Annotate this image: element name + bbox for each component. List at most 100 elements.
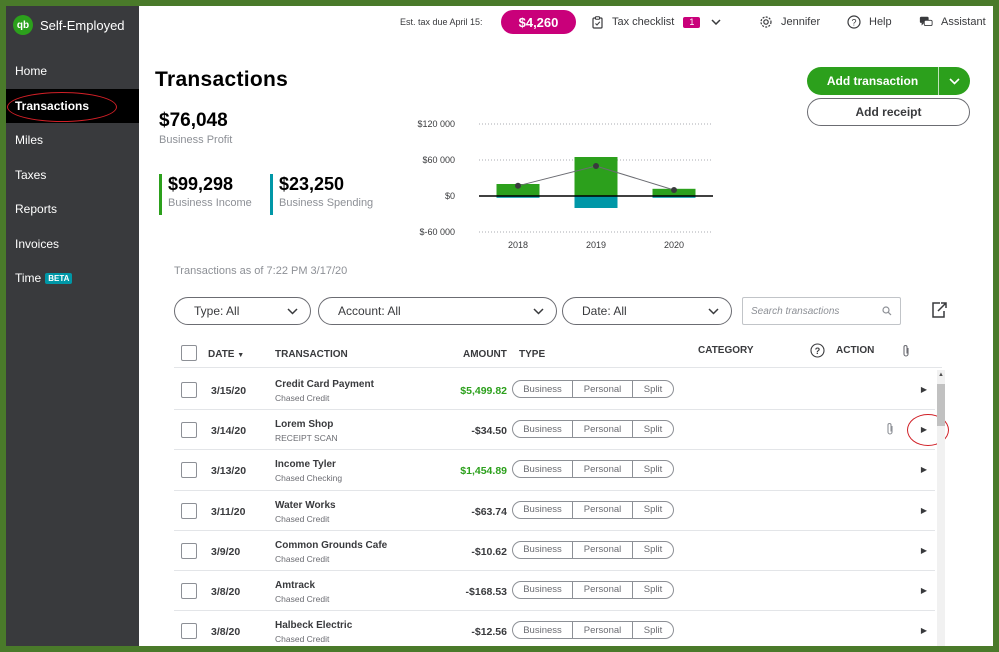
profit-value: $76,048 [159, 110, 228, 131]
type-split-button[interactable]: Split [643, 584, 663, 596]
type-personal-button[interactable]: Personal [573, 461, 633, 478]
row-date: 3/9/20 [211, 545, 241, 558]
row-checkbox[interactable] [181, 623, 197, 640]
expand-row-icon[interactable]: ▶ [920, 505, 927, 515]
table-row[interactable]: 3/11/20 Water Works Chased Credit -$63.7… [174, 491, 935, 531]
spending-value: $23,250 [279, 174, 345, 194]
add-transaction-label: Add transaction [826, 74, 919, 88]
table-row[interactable]: 3/13/20 Income Tyler Chased Checking $1,… [174, 450, 935, 491]
type-filter[interactable]: Type: All [174, 297, 311, 325]
type-column-header: TYPE [519, 349, 546, 360]
brand-name: Self-Employed [40, 17, 125, 33]
sidebar-item-time[interactable]: Time BETA [6, 261, 139, 296]
row-checkbox[interactable] [181, 502, 197, 519]
type-business-button[interactable]: Business [513, 381, 573, 397]
expand-row-icon[interactable]: ▶ [920, 585, 927, 595]
sidebar-item-label: Home [15, 64, 48, 79]
table-row[interactable]: 3/14/20 Lorem Shop RECEIPT SCAN -$34.50 … [174, 410, 949, 451]
sidebar-item-taxes[interactable]: Taxes [6, 158, 139, 193]
scrollbar-thumb[interactable] [937, 384, 945, 426]
type-business-button[interactable]: Business [513, 421, 573, 438]
chevron-down-icon [711, 19, 721, 25]
row-payee: Income Tyler [275, 459, 336, 471]
type-toggle: Business Personal Split [512, 540, 674, 559]
type-personal-button[interactable]: Personal [573, 622, 633, 639]
table-row[interactable]: 3/8/20 Amtrack Chased Credit -$168.53 Bu… [174, 571, 935, 612]
chevron-down-icon [533, 307, 544, 315]
date-filter[interactable]: Date: All [562, 297, 732, 325]
type-filter-label: Type: All [194, 304, 240, 318]
checklist-count-badge: 1 [683, 16, 701, 28]
sidebar-item-miles[interactable]: Miles [6, 123, 139, 158]
button-divider [938, 67, 939, 95]
tax-checklist-button[interactable]: Tax checklist 1 [590, 15, 721, 29]
row-account: Chased Credit [275, 593, 330, 604]
select-all-checkbox[interactable] [181, 345, 197, 361]
type-business-button[interactable]: Business [513, 622, 573, 639]
account-filter[interactable]: Account: All [318, 297, 557, 325]
sidebar-item-reports[interactable]: Reports [6, 192, 139, 227]
table-row[interactable]: 3/8/20 Halbeck Electric Chased Credit -$… [174, 611, 935, 646]
search-input[interactable]: Search transactions [742, 297, 901, 325]
row-checkbox[interactable] [181, 422, 197, 439]
row-amount: -$12.56 [471, 626, 507, 639]
row-account: Chased Credit [275, 634, 330, 645]
scroll-up-icon[interactable]: ▲ [938, 372, 944, 378]
type-personal-button[interactable]: Personal [573, 381, 633, 397]
row-checkbox[interactable] [181, 382, 197, 398]
type-personal-button[interactable]: Personal [573, 581, 633, 598]
sidebar-item-transactions[interactable]: Transactions [6, 88, 139, 123]
type-personal-button[interactable]: Personal [573, 501, 633, 518]
type-split-button[interactable]: Split [643, 383, 663, 395]
sidebar: qb Self-Employed Home Transactions Miles… [6, 6, 139, 646]
row-checkbox[interactable] [181, 462, 197, 479]
sidebar-item-label: Taxes [15, 167, 47, 182]
add-transaction-button[interactable]: Add transaction [807, 67, 970, 95]
expand-row-icon[interactable]: ▶ [920, 465, 927, 475]
type-split-button[interactable]: Split [643, 463, 663, 475]
type-personal-button[interactable]: Personal [573, 421, 633, 438]
help-label: Help [869, 16, 892, 28]
category-help-icon[interactable]: ? [810, 343, 825, 361]
table-scrollbar[interactable]: ▲ [937, 370, 945, 646]
row-account: Chased Checking [275, 473, 343, 484]
type-split-button[interactable]: Split [643, 544, 663, 556]
row-checkbox[interactable] [181, 582, 197, 599]
add-receipt-button[interactable]: Add receipt [807, 98, 970, 126]
type-business-button[interactable]: Business [513, 461, 573, 478]
help-button[interactable]: ? Help [847, 15, 892, 29]
expand-row-icon[interactable]: ▶ [920, 545, 927, 555]
row-payee: Common Grounds Cafe [275, 539, 388, 551]
table-row[interactable]: 3/15/20 Credit Card Payment Chased Credi… [174, 370, 935, 411]
type-personal-button[interactable]: Personal [573, 541, 633, 558]
type-split-button[interactable]: Split [643, 624, 663, 636]
est-tax-badge[interactable]: $4,260 [501, 10, 576, 34]
export-icon[interactable] [930, 301, 948, 324]
sidebar-nav: Home Transactions Miles Taxes Reports In… [6, 54, 139, 296]
expand-row-icon[interactable]: ▶ [920, 626, 927, 636]
type-split-button[interactable]: Split [643, 423, 663, 435]
type-business-button[interactable]: Business [513, 501, 573, 518]
row-amount: -$63.74 [471, 505, 507, 518]
sidebar-item-home[interactable]: Home [6, 54, 139, 89]
sidebar-item-label: Miles [15, 133, 44, 148]
expand-row-icon[interactable]: ▶ [920, 385, 927, 394]
type-business-button[interactable]: Business [513, 541, 573, 558]
date-column-header[interactable]: DATE ▼ [208, 349, 244, 360]
assistant-button[interactable]: Assistant [919, 15, 986, 29]
type-split-button[interactable]: Split [643, 504, 663, 516]
assistant-label: Assistant [941, 16, 986, 28]
row-account: Chased Credit [275, 393, 330, 403]
income-label: Business Income [168, 197, 252, 209]
row-checkbox[interactable] [181, 542, 197, 559]
chevron-down-icon[interactable] [939, 77, 970, 85]
brand[interactable]: qb Self-Employed [6, 6, 139, 44]
top-bar: Est. tax due April 15: $4,260 Tax checkl… [139, 6, 993, 38]
income-bar [496, 184, 540, 196]
type-business-button[interactable]: Business [513, 581, 573, 598]
table-row[interactable]: 3/9/20 Common Grounds Cafe Chased Credit… [174, 531, 935, 571]
expand-row-icon[interactable]: ▶ [920, 425, 927, 435]
paperclip-icon[interactable] [885, 422, 895, 439]
sidebar-item-invoices[interactable]: Invoices [6, 227, 139, 262]
user-menu[interactable]: Jennifer [759, 15, 820, 29]
